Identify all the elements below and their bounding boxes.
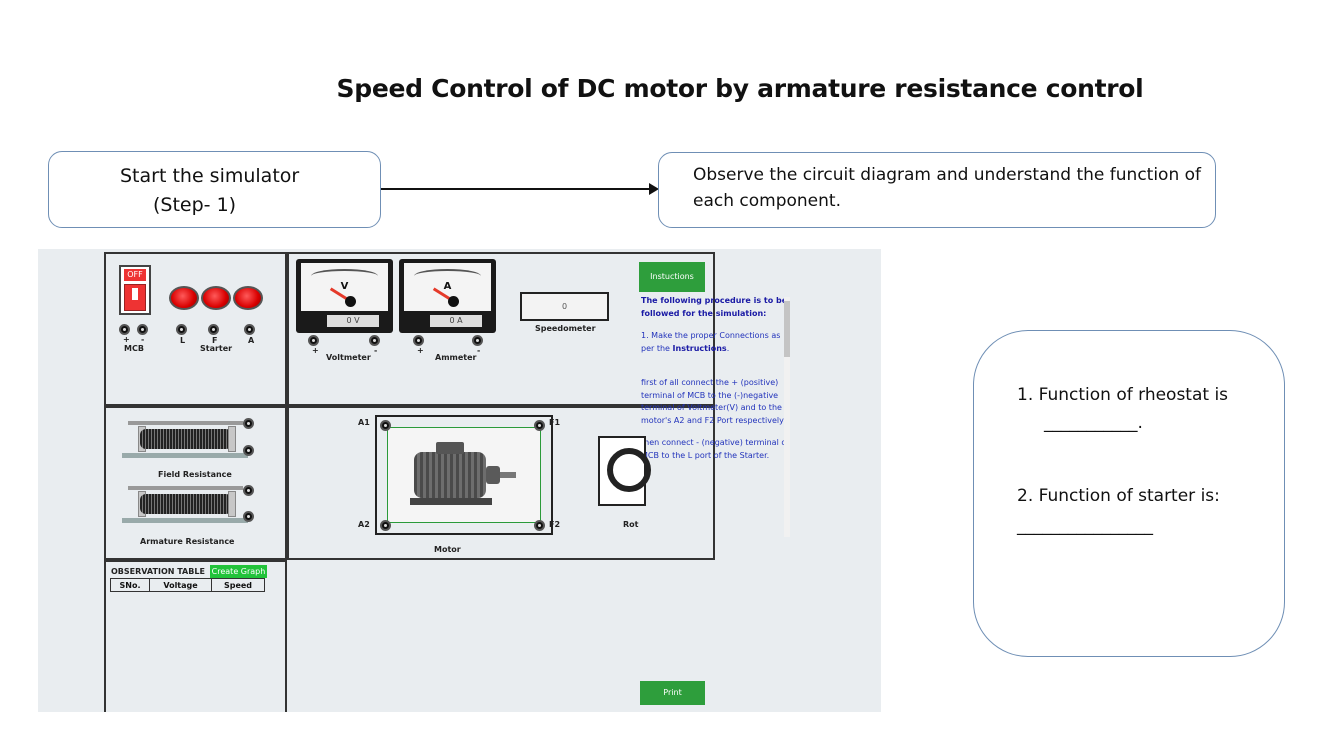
starter-button-3[interactable] [233, 286, 263, 310]
observation-table-title: OBSERVATION TABLE [111, 567, 205, 576]
voltmeter-negative-terminal[interactable] [369, 335, 380, 346]
instructions-panel: The following procedure is to be followe… [641, 295, 791, 537]
rotor-box [598, 436, 651, 506]
voltmeter-positive-terminal[interactable] [308, 335, 319, 346]
voltmeter-plus-sign: + [312, 346, 319, 355]
mcb-lever-icon [124, 284, 146, 311]
ammeter: A 0 A [399, 259, 496, 333]
step1-line2: (Step- 1) [153, 194, 237, 216]
mcb-starter-panel [104, 252, 287, 406]
ammeter-plus-sign: + [417, 346, 424, 355]
question-1-blank: ___________. [1044, 413, 1143, 433]
voltmeter-label: Voltmeter [326, 353, 371, 362]
starter-f-label: F [212, 336, 218, 345]
voltmeter-letter: V [340, 281, 349, 292]
simulator: OFF + - MCB L F A Starter V 0 V + - Volt… [38, 249, 881, 712]
ammeter-reading: 0 A [430, 315, 482, 327]
speedometer-label: Speedometer [535, 324, 596, 333]
starter-a-terminal[interactable] [244, 324, 255, 335]
speedometer-display: 0 [520, 292, 609, 321]
step1-box: Start the simulator (Step- 1) [48, 151, 381, 228]
armature-terminal-2[interactable] [243, 511, 254, 522]
motor-a1-label: A1 [358, 418, 370, 427]
voltmeter-minus-sign: - [374, 346, 378, 355]
voltmeter: V 0 V [296, 259, 393, 333]
questions-box: 1. Function of rheostat is ___________. … [973, 330, 1285, 657]
motor-f2-label: F2 [549, 520, 561, 529]
ammeter-letter: A [443, 281, 452, 292]
ammeter-positive-terminal[interactable] [413, 335, 424, 346]
ammeter-negative-terminal[interactable] [472, 335, 483, 346]
armature-terminal-1[interactable] [243, 485, 254, 496]
print-button[interactable]: Print [640, 681, 705, 705]
page-title: Speed Control of DC motor by armature re… [336, 74, 1144, 103]
observation-table: SNo. Voltage Speed [110, 578, 265, 592]
motor-panel [287, 406, 715, 560]
mcb-plus-sign: + [123, 335, 130, 344]
instructions-step1: 1. Make the proper Connections as per th… [641, 331, 781, 353]
instructions-scrollbar[interactable] [784, 297, 790, 537]
create-graph-button[interactable]: Create Graph [210, 565, 267, 578]
arrow-head-icon [649, 183, 659, 195]
observation-panel [104, 560, 287, 712]
mcb-positive-terminal[interactable] [119, 324, 130, 335]
motor-f1-label: F1 [549, 418, 561, 427]
rotor-wheel-icon [607, 448, 651, 492]
question-2: 2. Function of starter is: [1017, 486, 1220, 506]
mcb-switch[interactable]: OFF [119, 265, 151, 315]
starter-l-terminal[interactable] [176, 324, 187, 335]
step2-box: Observe the circuit diagram and understa… [658, 152, 1216, 228]
meters-panel [287, 252, 715, 406]
rotor-label: Rot [623, 520, 639, 529]
flow-arrow [381, 188, 651, 190]
field-resistance-label: Field Resistance [158, 470, 232, 479]
starter-button-2[interactable] [201, 286, 231, 310]
armature-resistance-label: Armature Resistance [140, 537, 235, 546]
motor-icon [414, 452, 486, 498]
motor-f1-terminal[interactable] [534, 420, 545, 431]
instructions-intro: The following procedure is to be followe… [641, 296, 788, 318]
voltmeter-reading: 0 V [327, 315, 379, 327]
motor-f2-terminal[interactable] [534, 520, 545, 531]
field-terminal-2[interactable] [243, 445, 254, 456]
mcb-off-label: OFF [124, 269, 146, 281]
field-rheostat[interactable] [120, 419, 250, 467]
motor-image-frame [387, 427, 541, 523]
starter-a-label: A [248, 336, 255, 345]
starter-l-label: L [180, 336, 186, 345]
column-voltage: Voltage [149, 578, 212, 592]
step1-line1: Start the simulator [120, 165, 300, 187]
armature-rheostat[interactable] [120, 484, 250, 532]
starter-label: Starter [200, 344, 233, 353]
motor-label: Motor [434, 545, 461, 554]
instructions-button[interactable]: Instuctions [639, 262, 705, 292]
motor-frame [375, 415, 553, 535]
instructions-step3: then connect - (negative) terminal of MC… [641, 438, 790, 460]
question-1: 1. Function of rheostat is [1017, 385, 1229, 405]
column-sno: SNo. [110, 578, 150, 592]
column-speed: Speed [211, 578, 265, 592]
mcb-label: MCB [124, 344, 144, 353]
motor-a2-terminal[interactable] [380, 520, 391, 531]
ammeter-label: Ammeter [435, 353, 477, 362]
question-2-blank: ________________ [1017, 516, 1153, 536]
resistance-panel [104, 406, 287, 560]
field-terminal-1[interactable] [243, 418, 254, 429]
ammeter-minus-sign: - [477, 346, 481, 355]
motor-a1-terminal[interactable] [380, 420, 391, 431]
mcb-minus-sign: - [141, 335, 145, 344]
mcb-negative-terminal[interactable] [137, 324, 148, 335]
starter-button-1[interactable] [169, 286, 199, 310]
starter-f-terminal[interactable] [208, 324, 219, 335]
motor-a2-label: A2 [358, 520, 370, 529]
instructions-step2: first of all connect the + (positive) te… [641, 378, 789, 425]
step2-text: Observe the circuit diagram and understa… [693, 165, 1202, 211]
